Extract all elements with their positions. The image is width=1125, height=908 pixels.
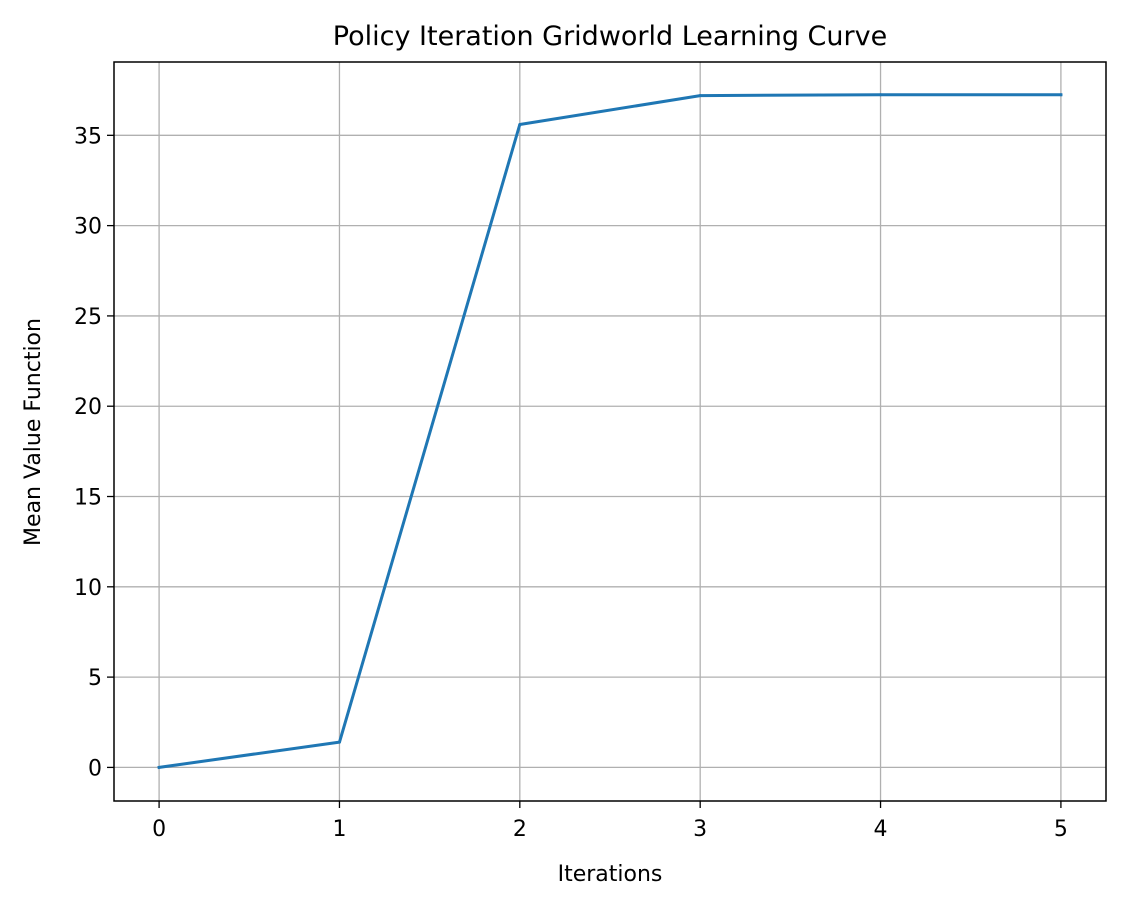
y-tick-label: 35 [74, 124, 102, 149]
data-series [157, 93, 1063, 770]
x-tick-label: 3 [693, 817, 707, 842]
y-tick-label: 0 [88, 756, 102, 781]
x-tick-label: 2 [513, 817, 527, 842]
data-point [518, 122, 522, 126]
x-axis-ticks: 0 1 2 3 4 5 [152, 801, 1068, 842]
data-point [1059, 93, 1063, 97]
data-point [879, 93, 883, 97]
grid-lines [114, 62, 1106, 801]
x-tick-label: 0 [152, 817, 166, 842]
series-line [157, 93, 1063, 770]
x-tick-label: 4 [874, 817, 888, 842]
y-axis-ticks: 0 5 10 15 20 25 30 35 [74, 124, 114, 781]
x-tick-label: 1 [332, 817, 346, 842]
chart-title: Policy Iteration Gridworld Learning Curv… [333, 21, 887, 52]
y-axis-label: Mean Value Function [21, 318, 46, 546]
x-axis-label: Iterations [558, 862, 663, 887]
y-tick-label: 5 [88, 666, 102, 691]
data-point [698, 94, 702, 98]
y-tick-label: 20 [74, 395, 102, 420]
y-tick-label: 15 [74, 486, 102, 511]
y-tick-label: 10 [74, 576, 102, 601]
y-tick-label: 25 [74, 305, 102, 330]
plot-frame [113, 61, 1107, 802]
x-tick-label: 5 [1054, 817, 1068, 842]
data-point [337, 740, 341, 744]
data-point [157, 765, 161, 769]
y-tick-label: 30 [74, 215, 102, 240]
